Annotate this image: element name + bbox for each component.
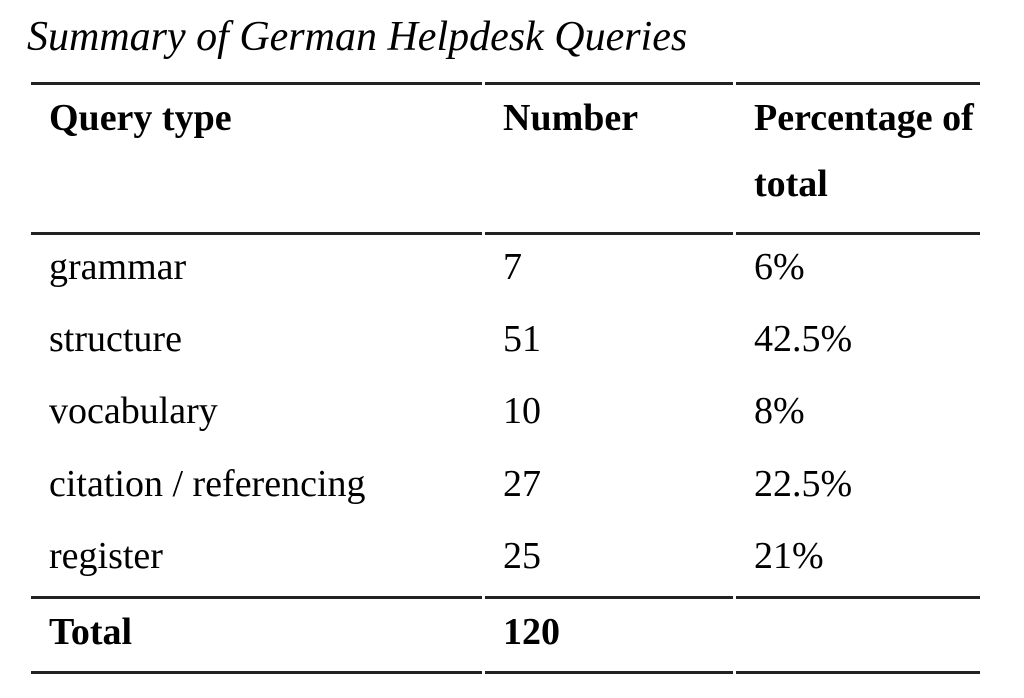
cell-query-type: register [49, 534, 163, 577]
table-row: structure 51 42.5% [31, 307, 980, 379]
table-row: register 25 21% [31, 524, 980, 596]
cell-number: 25 [503, 534, 541, 577]
column-header-query-type: Query type [31, 82, 482, 235]
total-number: 120 [485, 595, 733, 674]
queries-table: Query type Number Percentage of total gr… [28, 82, 983, 674]
column-header-percentage: Percentage of total [736, 82, 980, 235]
total-label: Total [31, 595, 482, 674]
cell-query-type: structure [49, 318, 182, 361]
table-row: vocabulary 10 8% [31, 379, 980, 451]
cell-number: 7 [503, 246, 522, 289]
cell-percentage: 6% [754, 246, 805, 289]
cell-number: 27 [503, 462, 541, 505]
cell-percentage: 21% [754, 534, 824, 577]
cell-query-type: citation / referencing [49, 462, 366, 505]
cell-percentage: 22.5% [754, 462, 853, 505]
cell-percentage: 42.5% [754, 318, 853, 361]
cell-percentage: 8% [754, 390, 805, 433]
cell-query-type: vocabulary [49, 390, 218, 433]
column-header-number: Number [485, 82, 733, 235]
cell-query-type: grammar [49, 246, 187, 289]
total-row: Total 120 [31, 595, 980, 674]
total-percentage [736, 595, 980, 674]
table-caption: Summary of German Helpdesk Queries [27, 14, 688, 60]
table-row: grammar 7 6% [31, 235, 980, 307]
header-row: Query type Number Percentage of total [31, 82, 980, 235]
cell-number: 51 [503, 318, 541, 361]
cell-number: 10 [503, 390, 541, 433]
table-row: citation / referencing 27 22.5% [31, 452, 980, 524]
